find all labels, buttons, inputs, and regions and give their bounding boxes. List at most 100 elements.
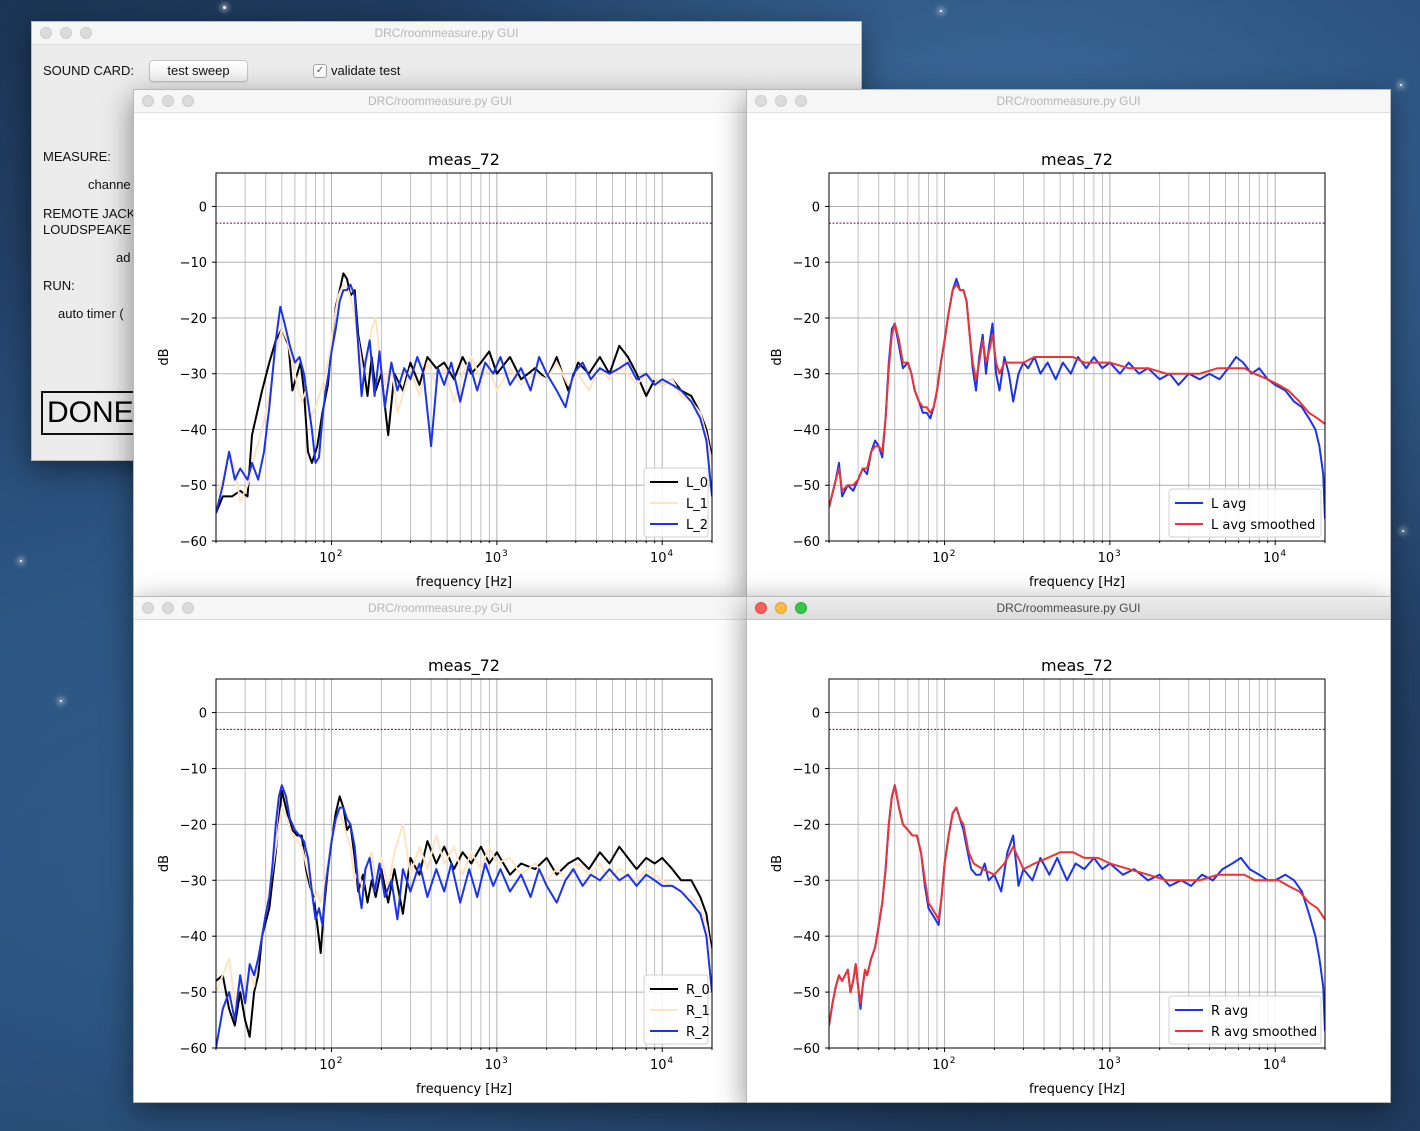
close-button[interactable]: [142, 602, 154, 614]
window-title: DRC/roommeasure.py GUI: [996, 601, 1141, 615]
legend-label: L avg: [1211, 497, 1246, 512]
x-tick-exponent: 2: [950, 1056, 956, 1066]
plot-window-titlebar[interactable]: DRC/roommeasure.py GUI: [134, 90, 746, 113]
zoom-button[interactable]: [795, 95, 807, 107]
star: [60, 700, 62, 702]
y-tick-label: −40: [180, 930, 207, 945]
y-axis-label: dB: [157, 348, 172, 365]
x-tick-label: 10: [650, 1058, 667, 1073]
star: [940, 10, 942, 12]
plot-window-titlebar[interactable]: DRC/roommeasure.py GUI: [134, 597, 746, 620]
close-button[interactable]: [142, 95, 154, 107]
legend-label: R_2: [686, 1025, 710, 1040]
y-tick-label: −30: [180, 874, 207, 889]
x-tick-exponent: 2: [337, 1056, 343, 1066]
done-button[interactable]: DONE: [41, 391, 140, 435]
legend: R avg R avg smoothed: [1168, 995, 1322, 1045]
series-line-l-avg-smoothed: [829, 283, 1325, 508]
x-tick-label: 10: [932, 551, 949, 566]
x-tick-exponent: 3: [502, 549, 508, 559]
y-tick-label: −60: [180, 535, 207, 550]
star: [20, 560, 22, 562]
y-tick-label: 0: [199, 707, 207, 722]
y-tick-label: −60: [793, 535, 820, 550]
x-tick-label: 10: [1263, 1058, 1280, 1073]
x-axis-label: frequency [Hz]: [1029, 1082, 1125, 1097]
y-tick-label: −40: [793, 423, 820, 438]
legend: R_0 R_1 R_2: [643, 974, 710, 1045]
validate-test-label: validate test: [331, 63, 401, 78]
x-tick-label: 10: [319, 1058, 336, 1073]
y-tick-label: −20: [180, 818, 207, 833]
x-tick-exponent: 3: [502, 1056, 508, 1066]
legend-label: L avg smoothed: [1211, 518, 1315, 533]
loudspeaker-label: LOUDSPEAKE: [43, 222, 132, 237]
y-tick-label: −10: [180, 256, 207, 271]
y-tick-label: −30: [793, 368, 820, 383]
close-button[interactable]: [755, 602, 767, 614]
minimize-button[interactable]: [162, 95, 174, 107]
zoom-button[interactable]: [80, 27, 92, 39]
y-tick-label: −10: [793, 256, 820, 271]
y-tick-label: −50: [793, 986, 820, 1001]
star: [1402, 530, 1404, 532]
series-line-r_1: [216, 806, 712, 1005]
zoom-button[interactable]: [182, 602, 194, 614]
auto-timer-label: auto timer (: [58, 306, 124, 321]
grid: [215, 679, 713, 1049]
x-axis-label: frequency [Hz]: [1029, 575, 1125, 590]
y-axis-label: dB: [157, 855, 172, 872]
window-title: DRC/roommeasure.py GUI: [374, 26, 519, 40]
close-button[interactable]: [40, 27, 52, 39]
legend-label: R avg smoothed: [1211, 1025, 1317, 1040]
x-tick-exponent: 2: [337, 549, 343, 559]
run-label: RUN:: [43, 278, 75, 293]
x-tick-label: 10: [1263, 551, 1280, 566]
legend-box: [1168, 488, 1322, 538]
zoom-button[interactable]: [182, 95, 194, 107]
chart-title: meas_72: [1041, 150, 1113, 170]
zoom-button[interactable]: [795, 602, 807, 614]
series-line-l_1: [216, 283, 712, 503]
plot-window-titlebar[interactable]: DRC/roommeasure.py GUI: [747, 597, 1390, 620]
test-sweep-button[interactable]: test sweep: [149, 60, 248, 82]
legend: L_0 L_1 L_2: [643, 467, 709, 538]
plot-window-left-top: DRC/roommeasure.py GUI 0 −10 −20 −30 −40 −50 −…: [133, 89, 747, 597]
validate-test-checkbox[interactable]: ✓: [313, 64, 327, 78]
minimize-button[interactable]: [60, 27, 72, 39]
legend-label: L_2: [686, 518, 708, 533]
grid: [828, 679, 1326, 1049]
y-tick-label: −50: [793, 479, 820, 494]
x-tick-label: 10: [485, 1058, 502, 1073]
y-tick-label: −40: [180, 423, 207, 438]
legend-box: [1168, 995, 1322, 1045]
x-axis-label: frequency [Hz]: [416, 575, 512, 590]
plot-window-titlebar[interactable]: DRC/roommeasure.py GUI: [747, 90, 1390, 113]
x-tick-label: 10: [319, 551, 336, 566]
y-tick-label: −10: [180, 762, 207, 777]
legend-label: R avg: [1211, 1004, 1248, 1019]
series-line-l_0: [216, 272, 712, 514]
x-tick-label: 10: [932, 1058, 949, 1073]
series-group: [829, 784, 1325, 1032]
legend-label: L_1: [686, 497, 708, 512]
close-button[interactable]: [755, 95, 767, 107]
x-tick-exponent: 2: [950, 549, 956, 559]
chart-title: meas_72: [428, 150, 500, 170]
series-group: [216, 784, 712, 1048]
minimize-button[interactable]: [775, 602, 787, 614]
x-tick-exponent: 4: [1280, 1056, 1286, 1066]
minimize-button[interactable]: [775, 95, 787, 107]
main-window-titlebar[interactable]: DRC/roommeasure.py GUI: [32, 22, 861, 45]
minimize-button[interactable]: [162, 602, 174, 614]
plot-window-right-top: DRC/roommeasure.py GUI 0 −10 −20 −30 −40 −50 −…: [746, 89, 1391, 597]
y-tick-label: −30: [180, 368, 207, 383]
x-tick-label: 10: [485, 551, 502, 566]
y-tick-label: 0: [812, 200, 820, 215]
x-tick-exponent: 3: [1115, 1056, 1121, 1066]
x-tick-exponent: 4: [667, 1056, 673, 1066]
star: [223, 6, 226, 9]
